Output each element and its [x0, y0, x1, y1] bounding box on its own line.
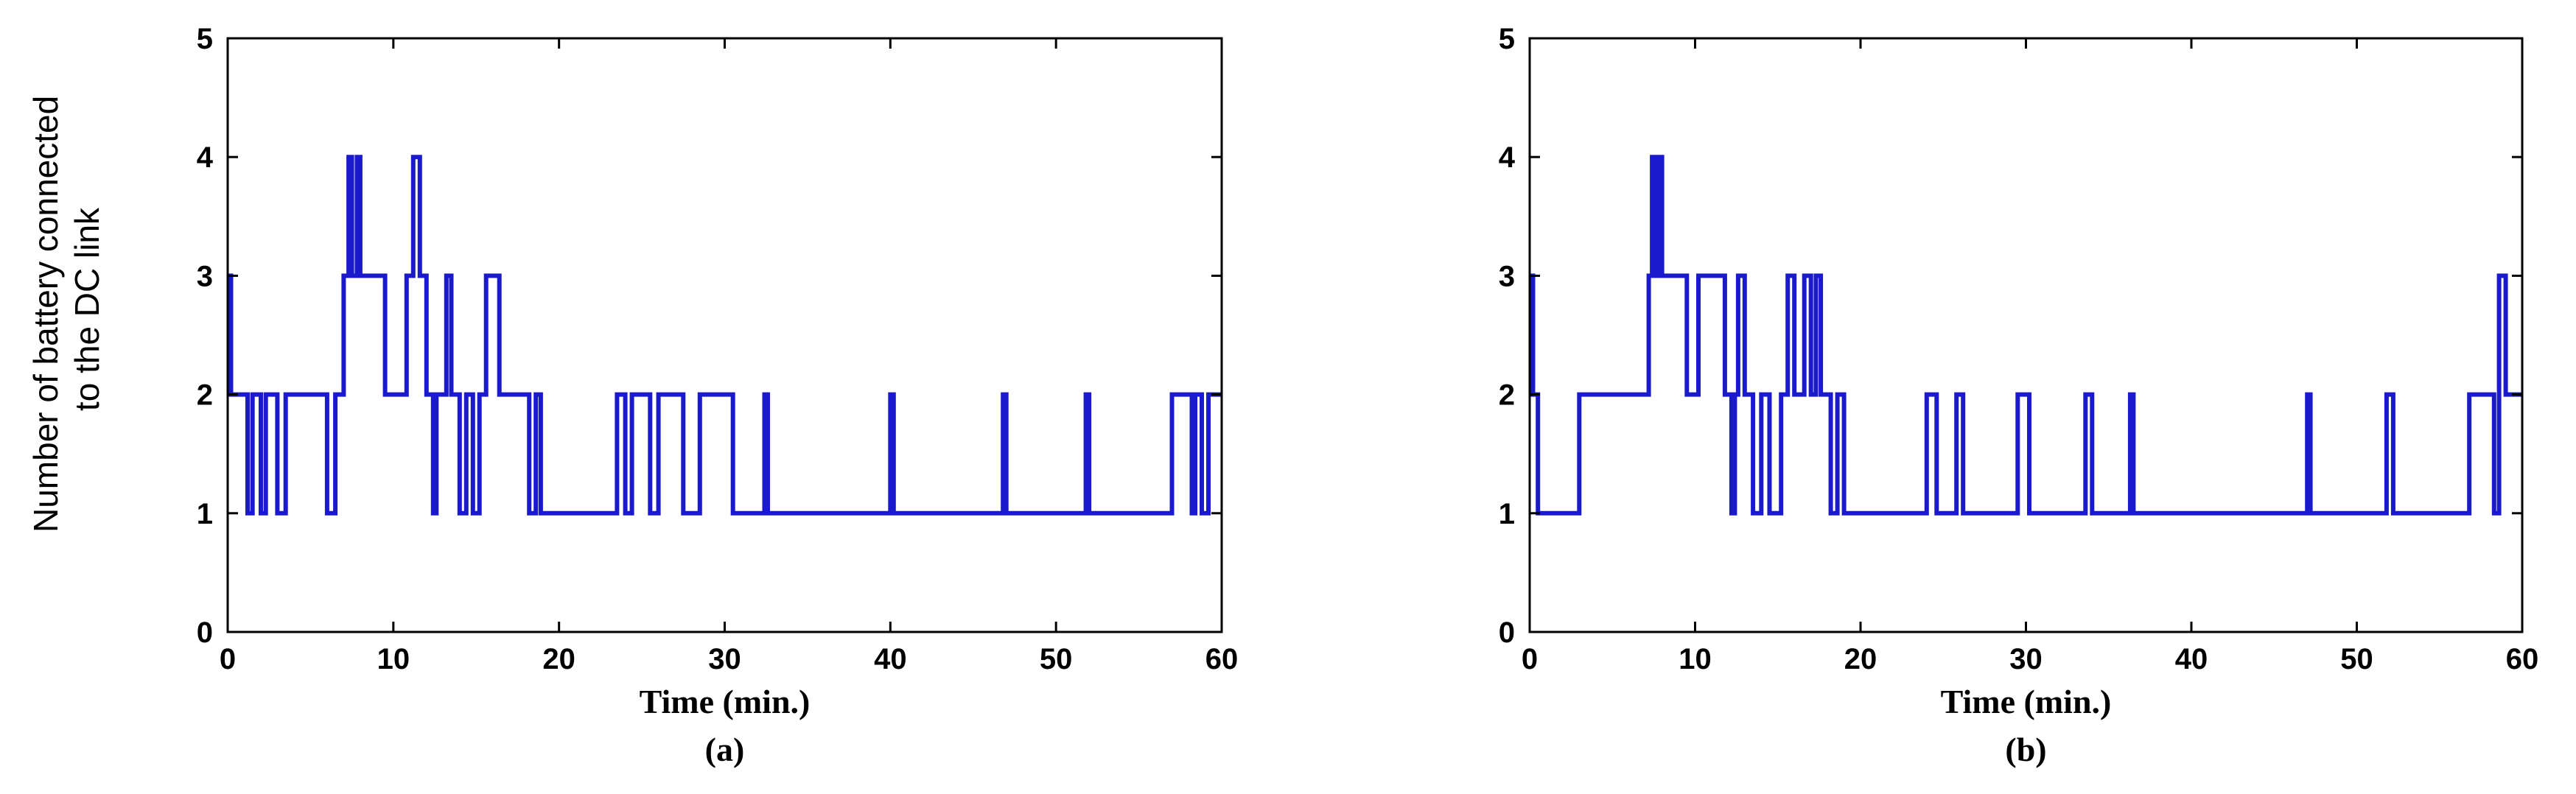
x-tick-label: 60 — [2506, 643, 2539, 675]
y-tick-label: 5 — [1499, 23, 1515, 55]
y-tick-label: 5 — [197, 23, 213, 55]
x-axis-title-a: Time (min.) — [640, 683, 811, 720]
x-tick-label: 40 — [874, 643, 907, 675]
x-tick-label: 10 — [1679, 643, 1712, 675]
y-tick-label: 2 — [197, 379, 213, 412]
x-tick-label: 40 — [2175, 643, 2208, 675]
chart-panel-a: 0 10 20 30 40 50 60 0 1 2 3 4 5 Time (min.) (a) — [197, 23, 1239, 768]
panel-label-a: (a) — [705, 731, 745, 768]
x-tick-label: 30 — [2009, 643, 2043, 675]
x-tick-label: 10 — [377, 643, 410, 675]
x-tick-label: 20 — [542, 643, 575, 675]
y-tick-label: 2 — [1499, 379, 1515, 412]
x-axis-title-b: Time (min.) — [1941, 683, 2112, 720]
y-axis-label: Number of battery connected to the DC li… — [27, 86, 106, 533]
y-tick-label: 1 — [197, 498, 213, 530]
panel-label-b: (b) — [2005, 731, 2046, 768]
x-tick-label: 60 — [1205, 643, 1239, 675]
plot-frame-b — [1528, 37, 2524, 633]
y-axis-label-line-1: Number of battery connected — [27, 96, 65, 533]
chart-panel-b: 0 10 20 30 40 50 60 0 1 2 3 4 5 Time (min.) (b) — [1499, 23, 2539, 768]
y-tick-label: 3 — [197, 260, 213, 292]
x-tick-label: 0 — [1522, 643, 1538, 675]
y-tick-label: 4 — [197, 141, 214, 174]
y-tick-label: 3 — [1499, 260, 1515, 292]
x-tick-label: 50 — [1040, 643, 1073, 675]
x-tick-label: 0 — [220, 643, 236, 675]
y-tick-label: 4 — [1499, 141, 1516, 174]
plot-frame-a — [226, 37, 1223, 633]
y-tick-label: 1 — [1499, 498, 1515, 530]
x-tick-label: 30 — [708, 643, 741, 675]
y-axis-label-line-2: to the DC link — [68, 207, 106, 411]
series-line-a — [228, 155, 1222, 516]
x-tick-label: 50 — [2340, 643, 2373, 675]
series-line-b — [1530, 155, 2522, 516]
y-tick-label: 0 — [197, 616, 213, 649]
y-tick-label: 0 — [1499, 616, 1515, 649]
x-tick-label: 20 — [1844, 643, 1877, 675]
